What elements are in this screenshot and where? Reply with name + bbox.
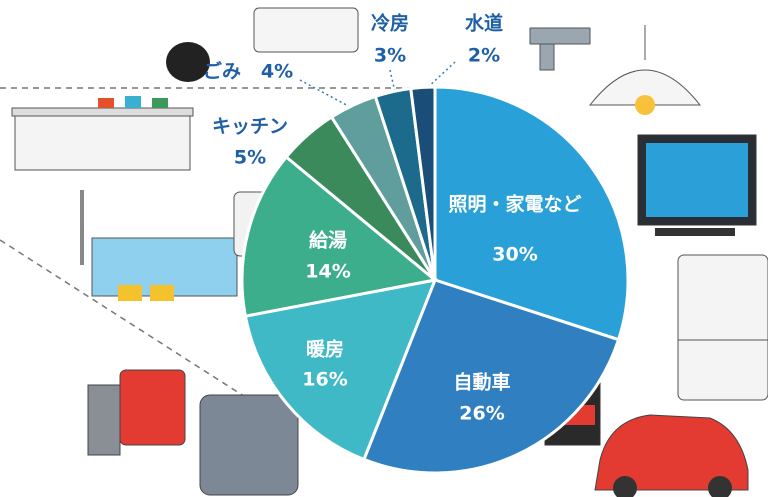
slice-label: 水道 [465, 12, 503, 35]
slice-value-label: 4% [261, 61, 293, 83]
slice-value-label: 30% [492, 244, 537, 266]
pie-slice [243, 278, 438, 462]
slice-value-label: 26% [459, 403, 504, 425]
slice-label: 冷房 [371, 12, 409, 35]
pie-slice [362, 278, 621, 475]
slice-label: 照明・家電など [448, 193, 581, 216]
pie-slice [409, 85, 437, 281]
slice-label: 暖房 [306, 338, 344, 361]
slice-label: キッチン [212, 116, 288, 138]
slice-value-label: 5% [234, 147, 266, 169]
slice-value-label: 14% [305, 261, 350, 283]
slice-label: 給湯 [309, 229, 347, 252]
pie-slice [433, 85, 630, 342]
pie-slice [240, 154, 439, 318]
slice-label: 自動車 [453, 371, 510, 394]
slice-value-label: 16% [302, 369, 347, 391]
slice-label: ごみ [203, 60, 241, 83]
slice-value-label: 3% [374, 45, 406, 67]
slice-value-label: 2% [468, 45, 500, 67]
